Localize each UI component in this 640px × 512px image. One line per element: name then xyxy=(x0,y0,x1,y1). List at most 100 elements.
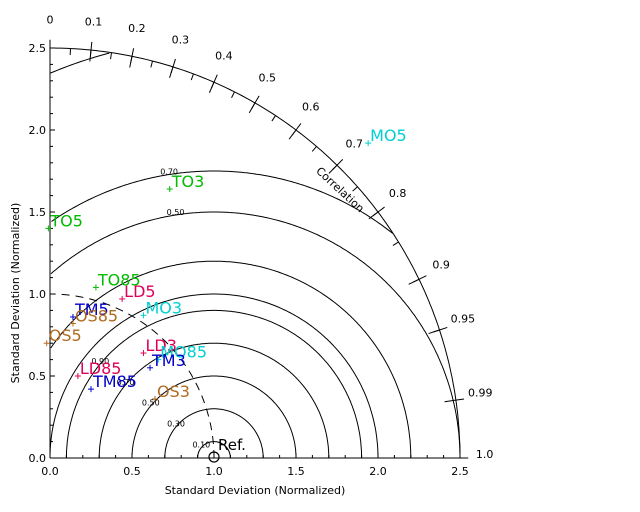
corr-minor-tick xyxy=(190,73,194,81)
rms-contour-label-7: 0.50 xyxy=(167,208,185,217)
rms-contour-6 xyxy=(50,260,412,458)
rms-contour-label-0: 0.10 xyxy=(192,441,210,450)
corr-tick-2 xyxy=(131,48,135,57)
corr-minor-tick xyxy=(412,278,420,283)
y-tick-label-5: 2.5 xyxy=(29,42,47,55)
corr-tick-label-3: 0.3 xyxy=(172,33,190,46)
correlation-axis: 0 0.1 0.2 0.3 0.4 0.5 0.6 0.7 0.8 0.9 0.95 0.99 1.0 xyxy=(47,13,494,461)
x-axis-label: Standard Deviation (Normalized) xyxy=(165,484,346,497)
corr-tick-label-12: 1.0 xyxy=(476,448,494,461)
point-label-ld5: LD5 xyxy=(124,282,155,301)
point-label-mo3: MO3 xyxy=(145,298,182,317)
corr-tick-11 xyxy=(455,398,465,401)
corr-minor-tick xyxy=(332,164,338,171)
outer-arc xyxy=(50,47,461,458)
corr-tick-8 xyxy=(377,206,385,213)
corr-tick-label-9: 0.9 xyxy=(432,259,450,272)
y-tick-label-1: 0.5 xyxy=(29,370,47,383)
y-tick-label-3: 1.5 xyxy=(29,206,47,219)
corr-tick-label-0: 0 xyxy=(47,13,54,26)
point-label-to5: TO5 xyxy=(49,211,83,230)
x-tick-label-4: 2.0 xyxy=(369,465,387,478)
corr-minor-tick xyxy=(311,146,317,152)
corr-tick-10 xyxy=(439,326,448,331)
reference-std-arc xyxy=(50,293,215,458)
point-label-os3: OS3 xyxy=(157,382,190,401)
corr-tick-label-11: 0.99 xyxy=(468,387,493,400)
corr-inner-tick-11 xyxy=(444,399,456,403)
rms-contour-9 xyxy=(50,52,110,74)
corr-minor-tick xyxy=(372,211,379,217)
reference-label: Ref. xyxy=(218,436,246,454)
rms-contour-label-8: 0.70 xyxy=(160,168,178,177)
corr-minor-tick xyxy=(271,115,276,122)
x-tick-label-2: 1.0 xyxy=(205,465,223,478)
rms-contour-0 xyxy=(197,441,231,458)
x-tick-label-0: 0.0 xyxy=(41,465,59,478)
corr-minor-tick xyxy=(231,91,235,98)
corr-tick-label-8: 0.8 xyxy=(389,187,407,200)
y-axis-label: Standard Deviation (Normalized) xyxy=(9,203,22,384)
corr-minor-tick xyxy=(251,102,256,109)
rms-contour-5 xyxy=(49,293,379,458)
corr-tick-label-6: 0.6 xyxy=(302,100,320,113)
corr-tick-7 xyxy=(336,158,344,166)
corr-tick-label-1: 0.1 xyxy=(85,16,103,29)
corr-tick-1 xyxy=(90,41,93,51)
rms-contour-4 xyxy=(65,309,363,458)
point-label-os5: OS5 xyxy=(49,326,82,345)
point-label-tm85: TM85 xyxy=(92,372,137,391)
y-tick-label-4: 2.0 xyxy=(29,124,47,137)
rms-contours: 0.10 0.30 0.50 0.70 0.90 0.50 0.70 xyxy=(49,52,461,458)
x-tick-label-5: 2.5 xyxy=(451,465,469,478)
point-label-ld85: LD85 xyxy=(80,359,122,378)
rms-contour-label-2: 0.50 xyxy=(142,399,160,408)
corr-tick-label-2: 0.2 xyxy=(128,22,146,35)
corr-tick-5 xyxy=(254,95,260,104)
point-label-mo85: MO85 xyxy=(160,343,207,362)
corr-minor-tick xyxy=(210,82,215,89)
corr-minor-tick xyxy=(150,60,153,68)
x-tick-label-3: 1.5 xyxy=(287,465,305,478)
corr-minor-tick xyxy=(433,329,440,333)
corr-tick-3 xyxy=(172,58,176,68)
point-label-to3: TO3 xyxy=(171,172,205,191)
corr-minor-tick xyxy=(130,56,133,63)
y-tick-label-2: 1.0 xyxy=(29,288,47,301)
point-label-mo5: MO5 xyxy=(370,126,407,145)
rms-contour-label-3: 0.70 xyxy=(117,378,135,387)
point-label-ld3: LD3 xyxy=(145,336,176,355)
corr-tick-4 xyxy=(213,74,218,83)
corr-tick-label-7: 0.7 xyxy=(345,138,363,151)
point-label-os85: OS85 xyxy=(75,307,118,326)
axes-frame xyxy=(49,47,461,459)
point-label-to85: TO85 xyxy=(97,270,141,289)
corr-tick-6 xyxy=(295,123,302,131)
rms-contour-7 xyxy=(50,211,461,458)
corr-tick-label-10: 0.95 xyxy=(451,312,476,325)
corr-minor-tick xyxy=(352,186,358,192)
rms-contour-label-1: 0.30 xyxy=(167,420,185,429)
corr-tick-9 xyxy=(418,275,427,280)
rms-contour-1 xyxy=(164,408,264,458)
axis-ticks: 0.0 0.5 1.0 1.5 2.0 2.5 0.0 0.5 1.0 1.5 2.0 2.5 xyxy=(29,42,469,478)
x-tick-label-1: 0.5 xyxy=(123,465,141,478)
y-tick-label-0: 0.0 xyxy=(29,452,47,465)
reference-point xyxy=(208,451,220,463)
corr-minor-tick xyxy=(291,129,297,136)
corr-minor-tick xyxy=(89,50,92,57)
point-label-tm3: TM3 xyxy=(151,351,186,370)
corr-tick-label-5: 0.5 xyxy=(259,72,277,85)
point-label-tm5: TM5 xyxy=(74,300,109,319)
correlation-label: Correlation xyxy=(313,164,366,215)
rms-contour-8 xyxy=(51,170,394,234)
corr-minor-tick xyxy=(392,241,399,246)
corr-minor-tick xyxy=(170,66,174,74)
corr-tick-label-4: 0.4 xyxy=(215,50,233,63)
rms-contour-2 xyxy=(131,375,297,458)
rms-contour-label-4: 0.90 xyxy=(91,357,109,366)
corr-minor-tick xyxy=(110,52,112,60)
rms-contour-3 xyxy=(98,342,330,458)
